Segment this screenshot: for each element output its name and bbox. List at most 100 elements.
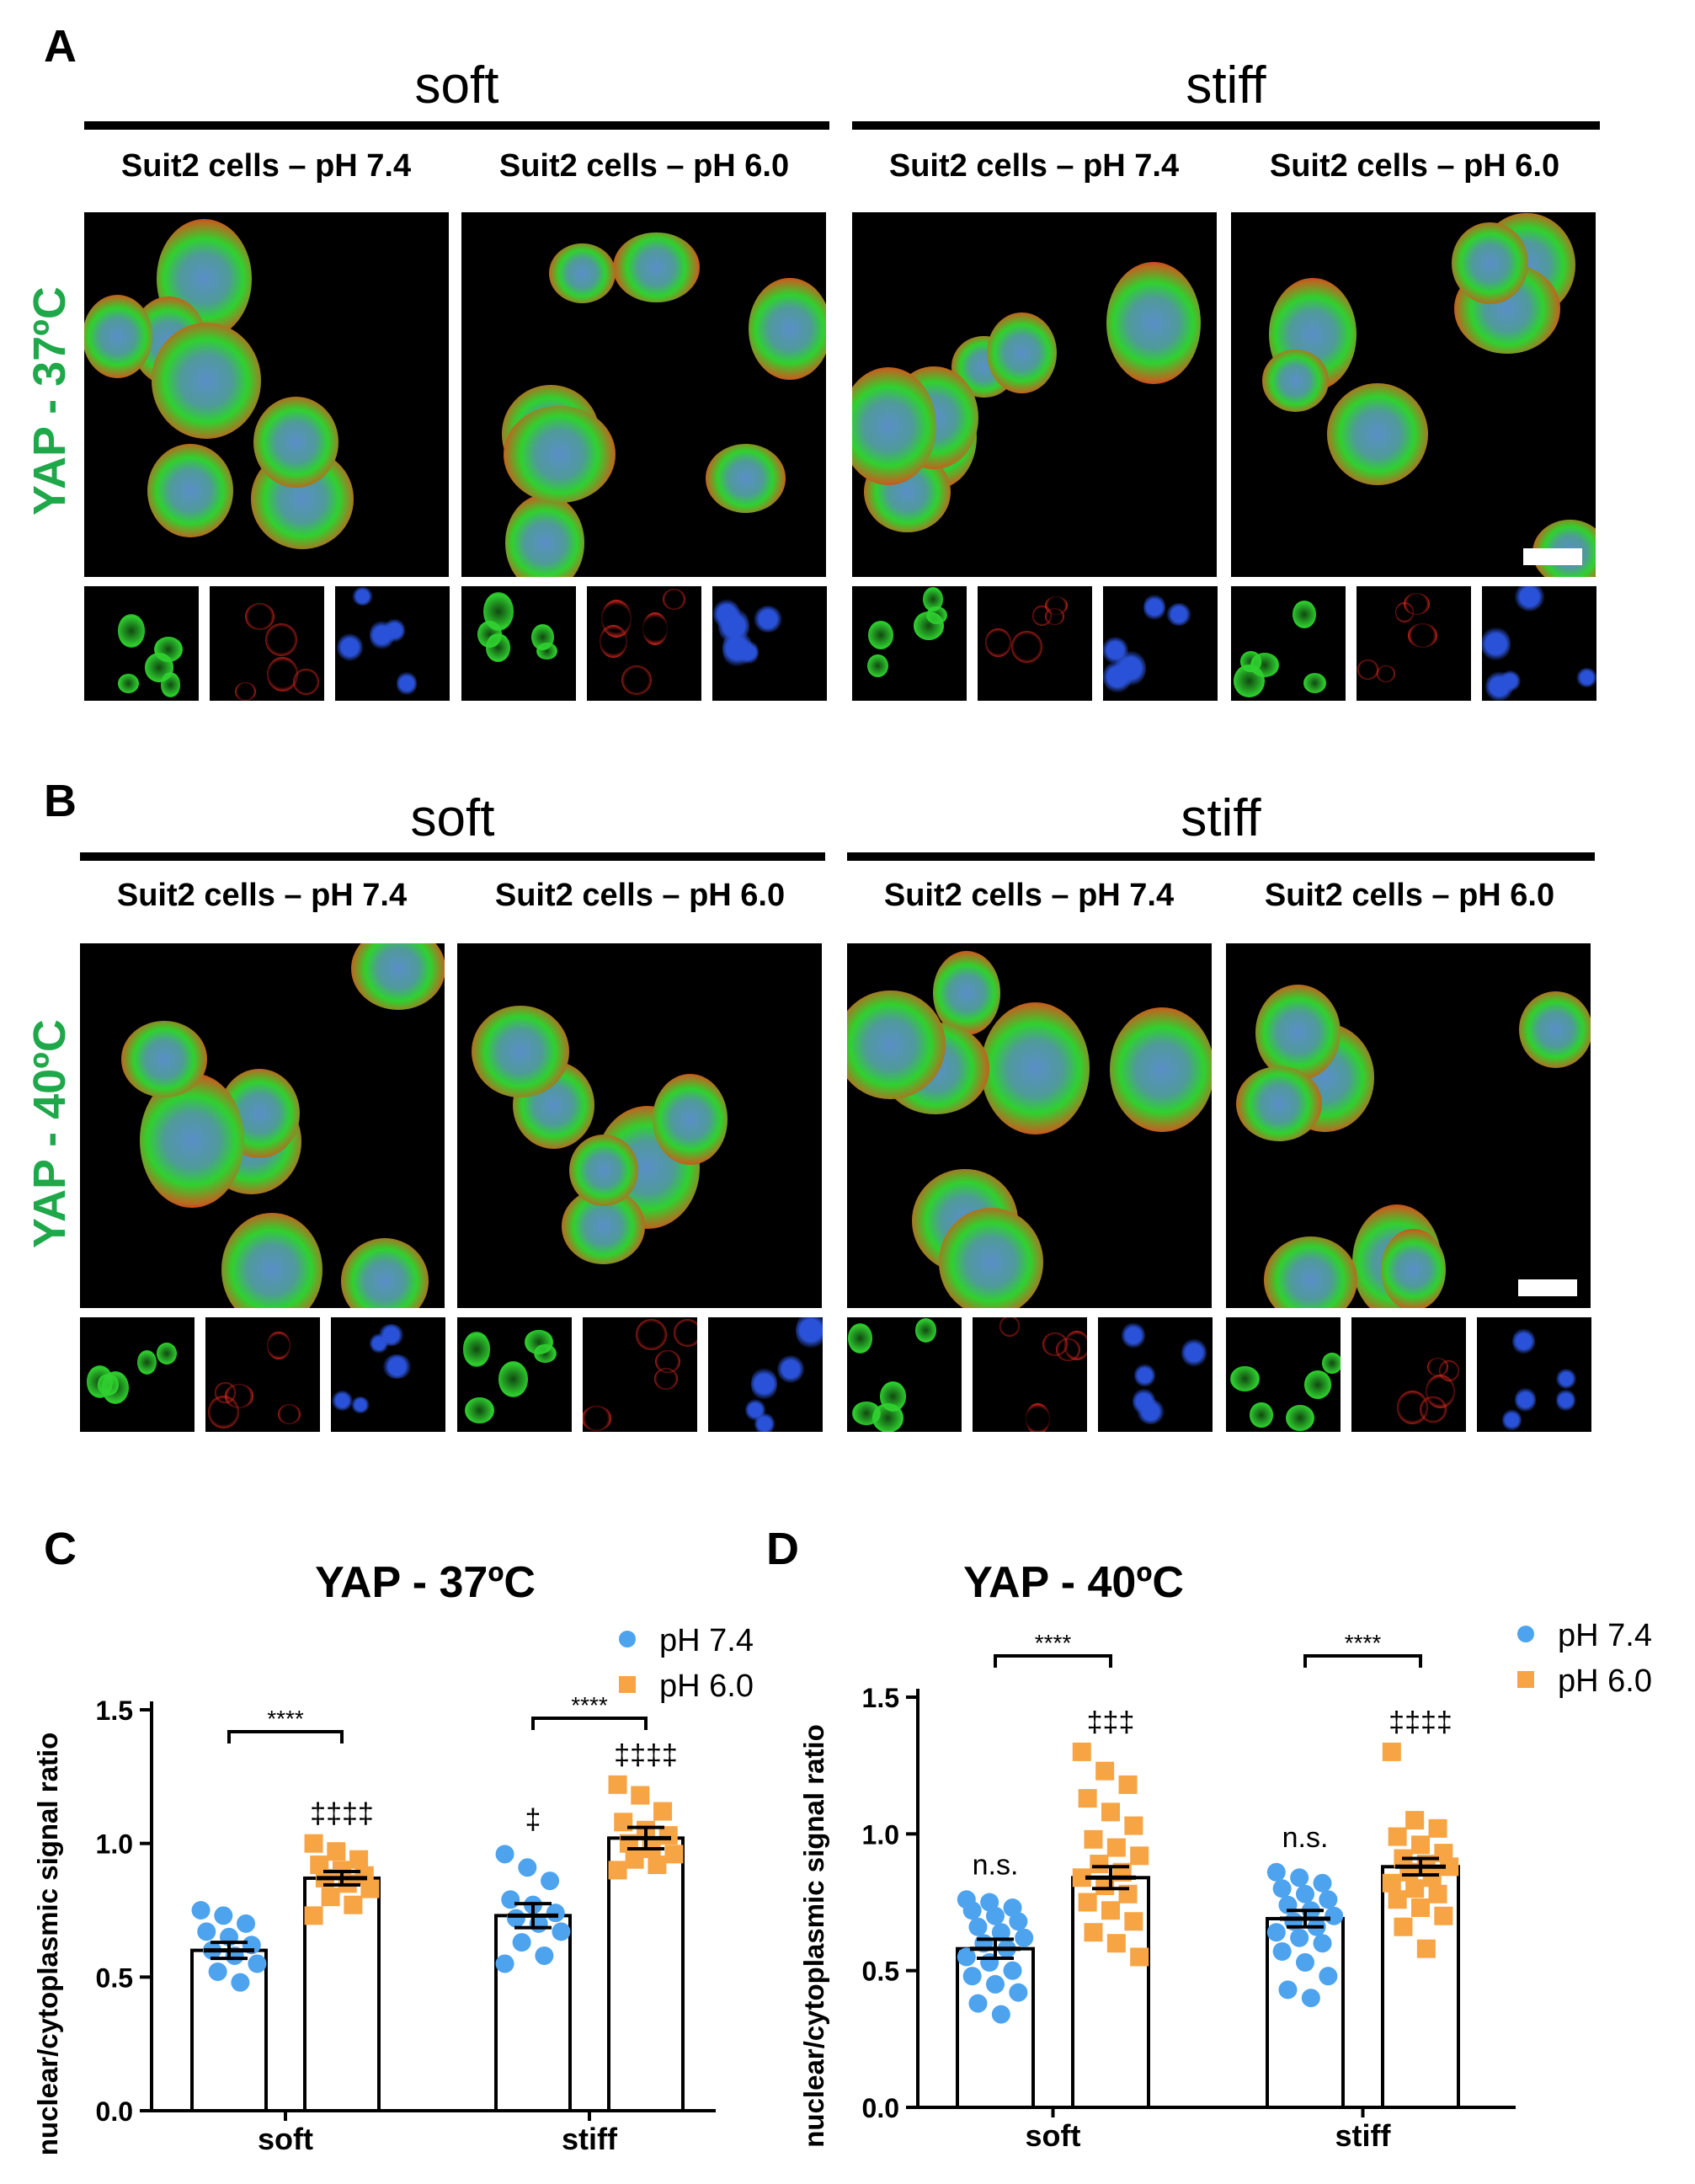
data-point — [344, 1895, 363, 1914]
cell-blob — [265, 623, 297, 657]
data-point — [1072, 1742, 1091, 1761]
cell-blob — [796, 1317, 823, 1350]
data-point — [1090, 1855, 1109, 1874]
cell-blob — [718, 606, 749, 644]
cell-blob — [351, 586, 374, 606]
data-point — [653, 1802, 673, 1821]
cell-blob — [136, 1349, 157, 1375]
significance-bracket — [531, 1717, 648, 1730]
data-point — [1325, 1906, 1344, 1925]
scale-bar — [1523, 548, 1582, 565]
panel-letter-a: A — [44, 21, 77, 72]
cell-blob — [749, 278, 826, 381]
a-merge-stiff-ph74 — [852, 212, 1217, 577]
data-point — [360, 1879, 380, 1898]
group-label-stiff-b: stiff — [1181, 789, 1261, 847]
significance-stars: **** — [267, 1706, 304, 1732]
legend-marker-ph74 — [1517, 1626, 1534, 1642]
cell-blob — [525, 1330, 553, 1354]
data-point — [304, 1834, 323, 1853]
legend-label-ph60: pH 6.0 — [659, 1669, 754, 1704]
cell-blob — [1303, 672, 1327, 693]
cell-blob — [1357, 659, 1379, 680]
data-point — [1118, 1775, 1138, 1794]
data-point — [608, 1775, 627, 1794]
cell-blob — [156, 1343, 178, 1365]
cell-blob — [1511, 1327, 1535, 1355]
data-point — [495, 1954, 514, 1973]
data-point — [986, 1906, 1005, 1925]
data-point — [1405, 1811, 1425, 1830]
data-point — [968, 1917, 988, 1936]
data-point — [248, 1954, 267, 1973]
data-point — [321, 1888, 340, 1907]
data-point — [501, 1890, 520, 1909]
data-point — [1394, 1917, 1413, 1936]
cell-blob — [340, 1237, 429, 1308]
data-point — [1084, 1923, 1103, 1942]
b-blue-soft-ph74 — [331, 1317, 445, 1432]
group-rule-stiff-b — [847, 852, 1595, 861]
data-point — [495, 1845, 514, 1864]
data-point — [231, 1973, 250, 1992]
cell-blob — [293, 669, 319, 696]
data-point — [1106, 1838, 1126, 1857]
cell-blob — [351, 943, 445, 1011]
cell-blob — [999, 1317, 1021, 1338]
a-red-soft-ph60 — [587, 586, 701, 701]
cell-blob — [1396, 1390, 1429, 1424]
cell-blob — [332, 1391, 354, 1411]
data-point — [535, 1946, 554, 1965]
x-tick-label: soft — [1026, 2118, 1081, 2153]
cell-blob — [1556, 1388, 1575, 1412]
cell-blob — [266, 656, 299, 692]
cell-blob — [147, 444, 233, 538]
cell-blob — [117, 614, 146, 649]
cell-blob — [674, 1319, 697, 1347]
data-point — [1428, 1818, 1447, 1838]
data-point — [506, 1909, 525, 1928]
data-point — [1319, 1890, 1338, 1909]
a-green-stiff-ph60 — [1231, 586, 1346, 701]
cell-blob — [1501, 1409, 1522, 1432]
b-green-soft-ph74 — [80, 1317, 195, 1432]
data-point — [1072, 1868, 1091, 1888]
data-point — [962, 1901, 982, 1920]
data-point — [1313, 1934, 1332, 1953]
legend-marker-ph74 — [619, 1631, 636, 1647]
cell-blob — [396, 670, 418, 696]
annotation-ph74: ‡ — [525, 1803, 541, 1835]
data-point — [1084, 1829, 1103, 1849]
cell-blob — [583, 1406, 612, 1431]
a-green-soft-ph60 — [461, 586, 576, 701]
cell-blob — [267, 1331, 290, 1360]
annotation-ph60: ‡‡‡‡ — [1389, 1706, 1452, 1738]
scale-bar — [1518, 1279, 1577, 1296]
cell-blob — [1233, 665, 1265, 698]
cell-blob — [1377, 665, 1396, 682]
cell-blob — [121, 1021, 207, 1097]
cell-blob — [1263, 1236, 1358, 1308]
subtitle-b-soft-ph74: Suit2 cells – pH 7.4 — [116, 878, 408, 913]
subtitle-a-soft-ph74: Suit2 cells – pH 7.4 — [120, 148, 412, 184]
data-point — [631, 1786, 650, 1805]
cell-blob — [1514, 1386, 1536, 1412]
data-point — [991, 1923, 1010, 1942]
b-green-soft-ph60 — [457, 1317, 572, 1432]
cell-blob — [653, 1367, 678, 1390]
b-blue-soft-ph60 — [708, 1317, 823, 1432]
cell-blob — [253, 396, 339, 489]
cell-blob — [879, 1381, 907, 1412]
cell-blob — [938, 1207, 1043, 1308]
cell-blob — [1532, 519, 1596, 577]
cell-blob — [1229, 1365, 1261, 1391]
data-point — [1009, 1983, 1028, 2002]
legend-label-ph74: pH 7.4 — [1558, 1618, 1652, 1653]
data-point — [1296, 1884, 1314, 1904]
cell-blob — [923, 587, 944, 612]
cell-blob — [750, 1367, 777, 1401]
b-merge-stiff-ph74 — [847, 943, 1212, 1308]
a-merge-soft-ph60 — [461, 212, 826, 577]
cell-blob — [221, 1212, 322, 1308]
data-point — [962, 1967, 982, 1986]
